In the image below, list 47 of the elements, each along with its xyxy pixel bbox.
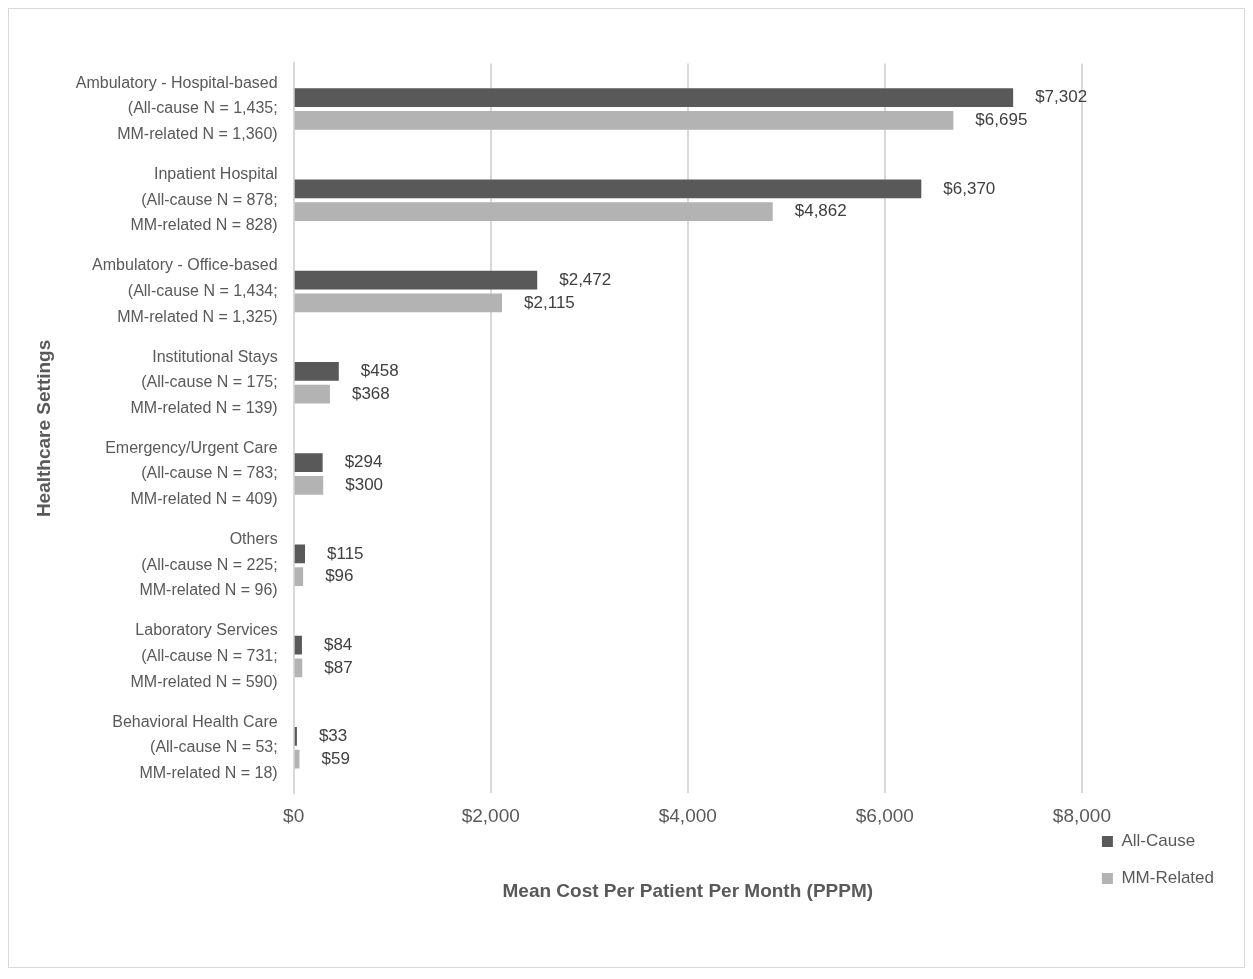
bar: [294, 179, 922, 199]
data-label: $4,862: [794, 201, 847, 221]
y-tick-label: Inpatient Hospital (All-cause N = 878; MM-related N = 828): [130, 165, 278, 234]
y-tick-label: Ambulatory - Office-based (All-cause N = 1,434; MM-related N = 1,325): [92, 256, 278, 325]
data-label: $368: [351, 383, 390, 403]
y-tick-label: Laboratory Services (All-cause N = 731; MM-related N = 590): [130, 621, 278, 690]
data-label: $6,370: [943, 178, 996, 198]
data-label: $300: [345, 475, 384, 495]
bar: [294, 727, 297, 746]
data-label: $458: [360, 361, 399, 381]
bar: [294, 202, 773, 222]
x-tick-label: $0: [283, 805, 305, 827]
y-tick-label: Behavioral Health Care (All-cause N = 53; MM-related N = 18): [112, 712, 278, 781]
y-tick-label: Ambulatory - Hospital-based (All-cause N = 1,435; MM-related N = 1,360): [75, 73, 278, 143]
bar: [294, 293, 503, 313]
x-tick-label: $8,000: [1052, 805, 1111, 827]
data-label: $115: [327, 543, 364, 563]
bar: [294, 111, 954, 130]
data-label: $2,115: [524, 292, 575, 312]
bar: [294, 544, 305, 564]
data-label: $96: [325, 566, 354, 586]
data-label: $87: [324, 657, 353, 677]
x-axis-title: Mean Cost Per Patient Per Month (PPPM): [502, 879, 874, 901]
bar: [294, 88, 1014, 107]
y-axis-title: Healthcare Settings: [32, 339, 54, 518]
bar: [294, 270, 538, 290]
data-label: $59: [321, 748, 350, 768]
bar: [294, 635, 302, 655]
x-tick-label: $4,000: [658, 805, 717, 827]
legend-label: MM-Related: [1121, 868, 1215, 888]
data-label: $33: [318, 726, 348, 746]
x-tick-label: $6,000: [855, 805, 914, 827]
x-tick-label: $2,000: [461, 805, 520, 827]
bar: [294, 567, 304, 587]
bar: [294, 362, 339, 381]
y-tick-label: Others (All-cause N = 225; MM-related N = 96): [139, 530, 278, 599]
y-tick-label: Emergency/Urgent Care (All-cause N = 783; MM-related N = 409): [105, 438, 278, 508]
bar: [294, 384, 330, 404]
bar: [294, 476, 324, 495]
y-tick-label: Institutional Stays (All-cause N = 175; MM-related N = 139): [130, 347, 278, 416]
legend-label: All-Cause: [1121, 831, 1196, 851]
bar: [294, 453, 323, 472]
data-label: $84: [323, 634, 353, 654]
data-label: $294: [344, 452, 383, 472]
data-label: $7,302: [1035, 87, 1088, 107]
data-label: $2,472: [559, 269, 612, 289]
data-label: $6,695: [975, 110, 1028, 130]
